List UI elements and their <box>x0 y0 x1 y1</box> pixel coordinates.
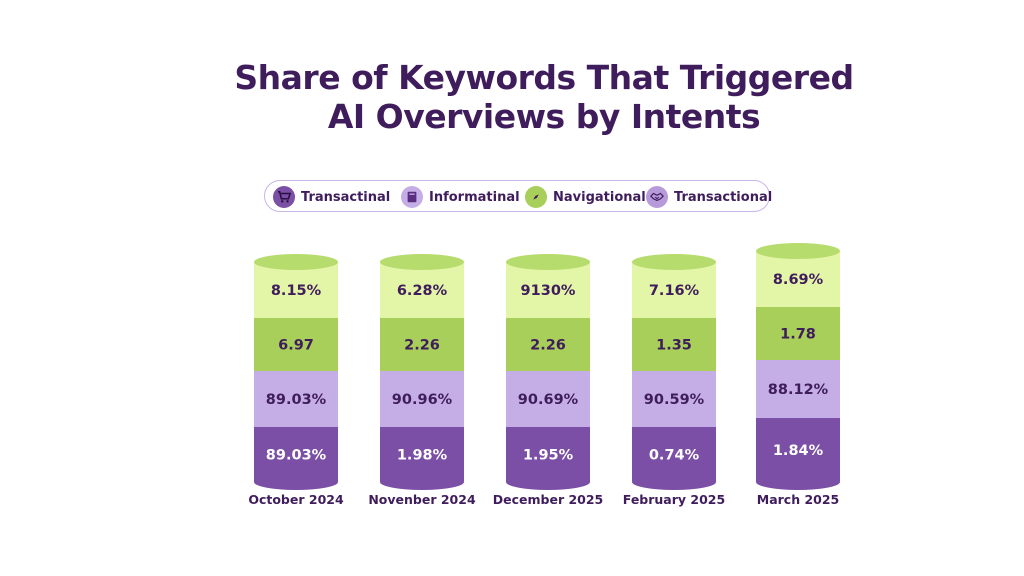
legend-label: Transactinal <box>301 189 391 205</box>
bar-segment-transactional <box>506 262 590 318</box>
data-label: 8.69% <box>773 272 824 288</box>
chart-title-line-2: AI Overviews by Intents <box>327 97 761 136</box>
bar-top-cap <box>632 254 716 270</box>
legend-item-transactinal: Transactinal <box>273 185 390 209</box>
bar-segment-informatinal <box>254 371 338 427</box>
data-label: 0.74% <box>649 448 700 464</box>
legend-label: Navigational <box>553 189 646 205</box>
bar-segment-navigational <box>632 318 716 371</box>
data-label: 1.84% <box>773 443 824 459</box>
data-label: 1.98% <box>397 448 448 464</box>
legend-item-navigational: Navigational <box>525 185 646 209</box>
bar-segment-informatinal <box>506 371 590 427</box>
data-label: 90.96% <box>392 392 453 408</box>
bar-segment-transactional <box>756 251 840 307</box>
handshake-icon <box>646 186 668 208</box>
legend-item-transactional: Transactional <box>646 185 772 209</box>
category-label: February 2025 <box>623 492 725 507</box>
bar-top-cap <box>380 254 464 270</box>
bar-segment-navigational <box>506 318 590 371</box>
bar-top-cap <box>506 254 590 270</box>
data-label: 6.97 <box>278 338 314 354</box>
data-label: 8.15% <box>271 283 322 299</box>
bar-segment-informatinal <box>756 360 840 418</box>
cart-icon <box>273 186 295 208</box>
data-label: 90.69% <box>518 392 579 408</box>
category-label: December 2025 <box>493 492 604 507</box>
data-label: 7.16% <box>649 283 700 299</box>
compass-icon <box>525 186 547 208</box>
bar-segment-navigational <box>756 307 840 360</box>
category-label: Novenber 2024 <box>368 492 476 507</box>
chart-title: Share of Keywords That Triggered AI Over… <box>0 58 1024 136</box>
legend-label: Transactional <box>674 189 773 205</box>
book-icon <box>401 186 423 208</box>
bar-segment-transactinal <box>380 427 464 482</box>
bar-top-cap <box>254 254 338 270</box>
bar-segment-transactional <box>380 262 464 318</box>
bar-segment-navigational <box>254 318 338 371</box>
bar-top-cap <box>756 243 840 259</box>
data-label: 6.28% <box>397 283 448 299</box>
data-label: 2.26 <box>404 338 440 354</box>
bar-segment-transactional <box>254 262 338 318</box>
bar-segment-transactinal <box>506 427 590 482</box>
data-label: 1.95% <box>523 448 574 464</box>
legend-label: Informatinal <box>429 189 520 205</box>
data-label: 1.78 <box>780 327 816 343</box>
data-label: 1.35 <box>656 338 692 354</box>
legend-item-informatinal: Informatinal <box>401 185 520 209</box>
data-label: 9130% <box>521 283 576 299</box>
bar-segment-transactinal <box>756 418 840 482</box>
bar-segment-navigational <box>380 318 464 371</box>
bar-segment-informatinal <box>632 371 716 427</box>
data-label: 89.03% <box>266 392 327 408</box>
bar-segment-transactinal <box>254 427 338 482</box>
bar-segment-transactinal <box>632 427 716 482</box>
bar-segment-transactional <box>632 262 716 318</box>
bar-segment-informatinal <box>380 371 464 427</box>
category-label: October 2024 <box>248 492 344 507</box>
data-label: 90.59% <box>644 392 705 408</box>
data-label: 88.12% <box>768 382 829 398</box>
data-label: 89.03% <box>266 448 327 464</box>
category-label: March 2025 <box>757 492 840 507</box>
chart-legend: Transactinal Informatinal Navigational T… <box>264 180 772 212</box>
chart-title-line-1: Share of Keywords That Triggered <box>234 58 854 97</box>
data-label: 2.26 <box>530 338 566 354</box>
